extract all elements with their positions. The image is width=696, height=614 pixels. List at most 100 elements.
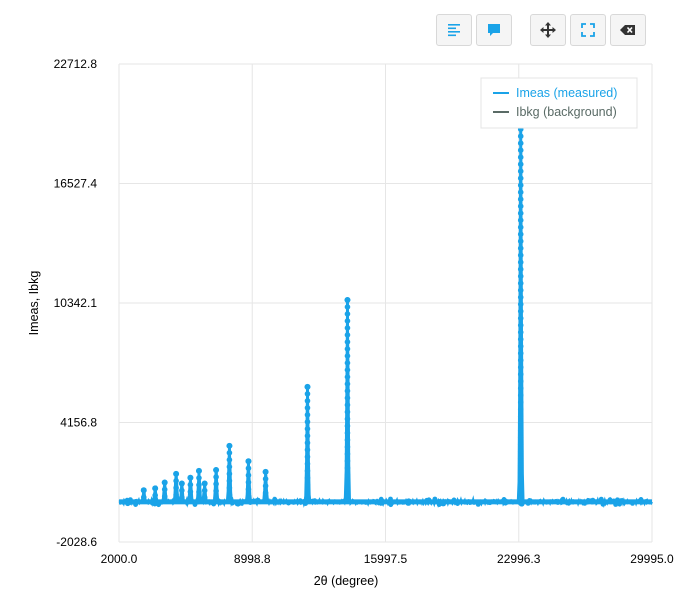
legend: Imeas (measured) Ibkg (background) (480, 77, 638, 129)
data-point (344, 304, 351, 310)
align-left-button[interactable] (436, 14, 472, 46)
measured-series (118, 119, 654, 509)
data-point (344, 458, 351, 464)
data-point (187, 488, 194, 495)
data-point (344, 430, 351, 436)
peak-point (161, 479, 168, 486)
data-point (344, 409, 351, 415)
data-point (344, 374, 351, 380)
data-point (379, 500, 385, 506)
data-point (304, 447, 311, 453)
data-point (503, 500, 508, 506)
peak-point (344, 296, 351, 303)
data-point (517, 427, 524, 434)
data-point (344, 472, 351, 478)
data-point (475, 502, 481, 507)
data-point (517, 147, 524, 154)
data-point (517, 364, 524, 371)
data-point (344, 332, 351, 338)
peak-point (178, 480, 185, 487)
data-point (553, 499, 559, 504)
clear-button[interactable] (610, 14, 646, 46)
data-point (600, 499, 606, 504)
data-point (156, 502, 162, 508)
y-tick-label: 22712.8 (54, 57, 98, 71)
data-point (245, 472, 252, 479)
chart-toolbar (436, 14, 646, 46)
data-point (378, 496, 384, 502)
data-point (213, 481, 219, 487)
legend-box (480, 77, 638, 129)
peak-point (245, 458, 252, 465)
data-point (173, 485, 179, 491)
data-point (615, 500, 621, 506)
data-point (304, 440, 311, 446)
data-point (517, 280, 524, 287)
data-point (566, 500, 572, 506)
data-point (304, 398, 311, 404)
data-point (304, 419, 311, 425)
data-point (297, 498, 303, 504)
peak (245, 458, 252, 502)
data-point (518, 501, 524, 507)
data-point (304, 482, 311, 488)
data-point (344, 318, 351, 324)
data-point (344, 381, 351, 387)
data-point (304, 475, 311, 481)
data-point (226, 492, 233, 498)
peak-point (213, 466, 220, 473)
peak (304, 383, 311, 502)
data-point (304, 391, 311, 397)
comment-button[interactable] (476, 14, 512, 46)
legend-label-background[interactable]: Ibkg (background) (516, 105, 617, 119)
data-point (388, 502, 394, 508)
data-point (344, 395, 351, 401)
data-point (201, 494, 208, 501)
data-point (517, 273, 524, 280)
data-point (152, 501, 158, 507)
data-point (455, 501, 460, 506)
data-point (173, 492, 179, 498)
peak-point (262, 468, 269, 475)
data-point (560, 496, 566, 502)
data-point (517, 469, 524, 476)
data-point (262, 483, 269, 489)
data-point (226, 471, 233, 477)
data-point (245, 465, 252, 472)
data-point (187, 481, 194, 488)
data-point (517, 287, 524, 294)
data-point (344, 388, 351, 394)
toolbar-group-annotate (436, 14, 512, 46)
data-point (517, 301, 524, 308)
data-point (446, 499, 452, 504)
peak-point (187, 474, 194, 481)
data-point (262, 476, 269, 482)
data-point (210, 499, 216, 505)
comment-icon (488, 24, 500, 36)
data-point (344, 479, 351, 485)
data-point (304, 433, 311, 439)
data-point (234, 501, 240, 507)
data-point (304, 489, 311, 495)
data-point (535, 499, 541, 505)
move-button[interactable] (530, 14, 566, 46)
legend-label-measured[interactable]: Imeas (measured) (516, 86, 617, 100)
data-point (517, 140, 524, 147)
data-point (196, 482, 202, 488)
data-point (304, 461, 311, 467)
data-point (303, 501, 308, 506)
y-tick-label: 16527.4 (54, 177, 98, 191)
data-point (517, 371, 524, 378)
peak-point (304, 383, 311, 390)
data-point (304, 412, 311, 418)
data-point (255, 497, 261, 503)
data-point (196, 489, 202, 495)
data-point (517, 175, 524, 182)
data-point (344, 451, 351, 457)
data-point (517, 308, 524, 315)
data-point (517, 133, 524, 140)
data-point (125, 501, 130, 507)
fullscreen-button[interactable] (570, 14, 606, 46)
peak (152, 485, 159, 502)
data-point (304, 405, 311, 411)
